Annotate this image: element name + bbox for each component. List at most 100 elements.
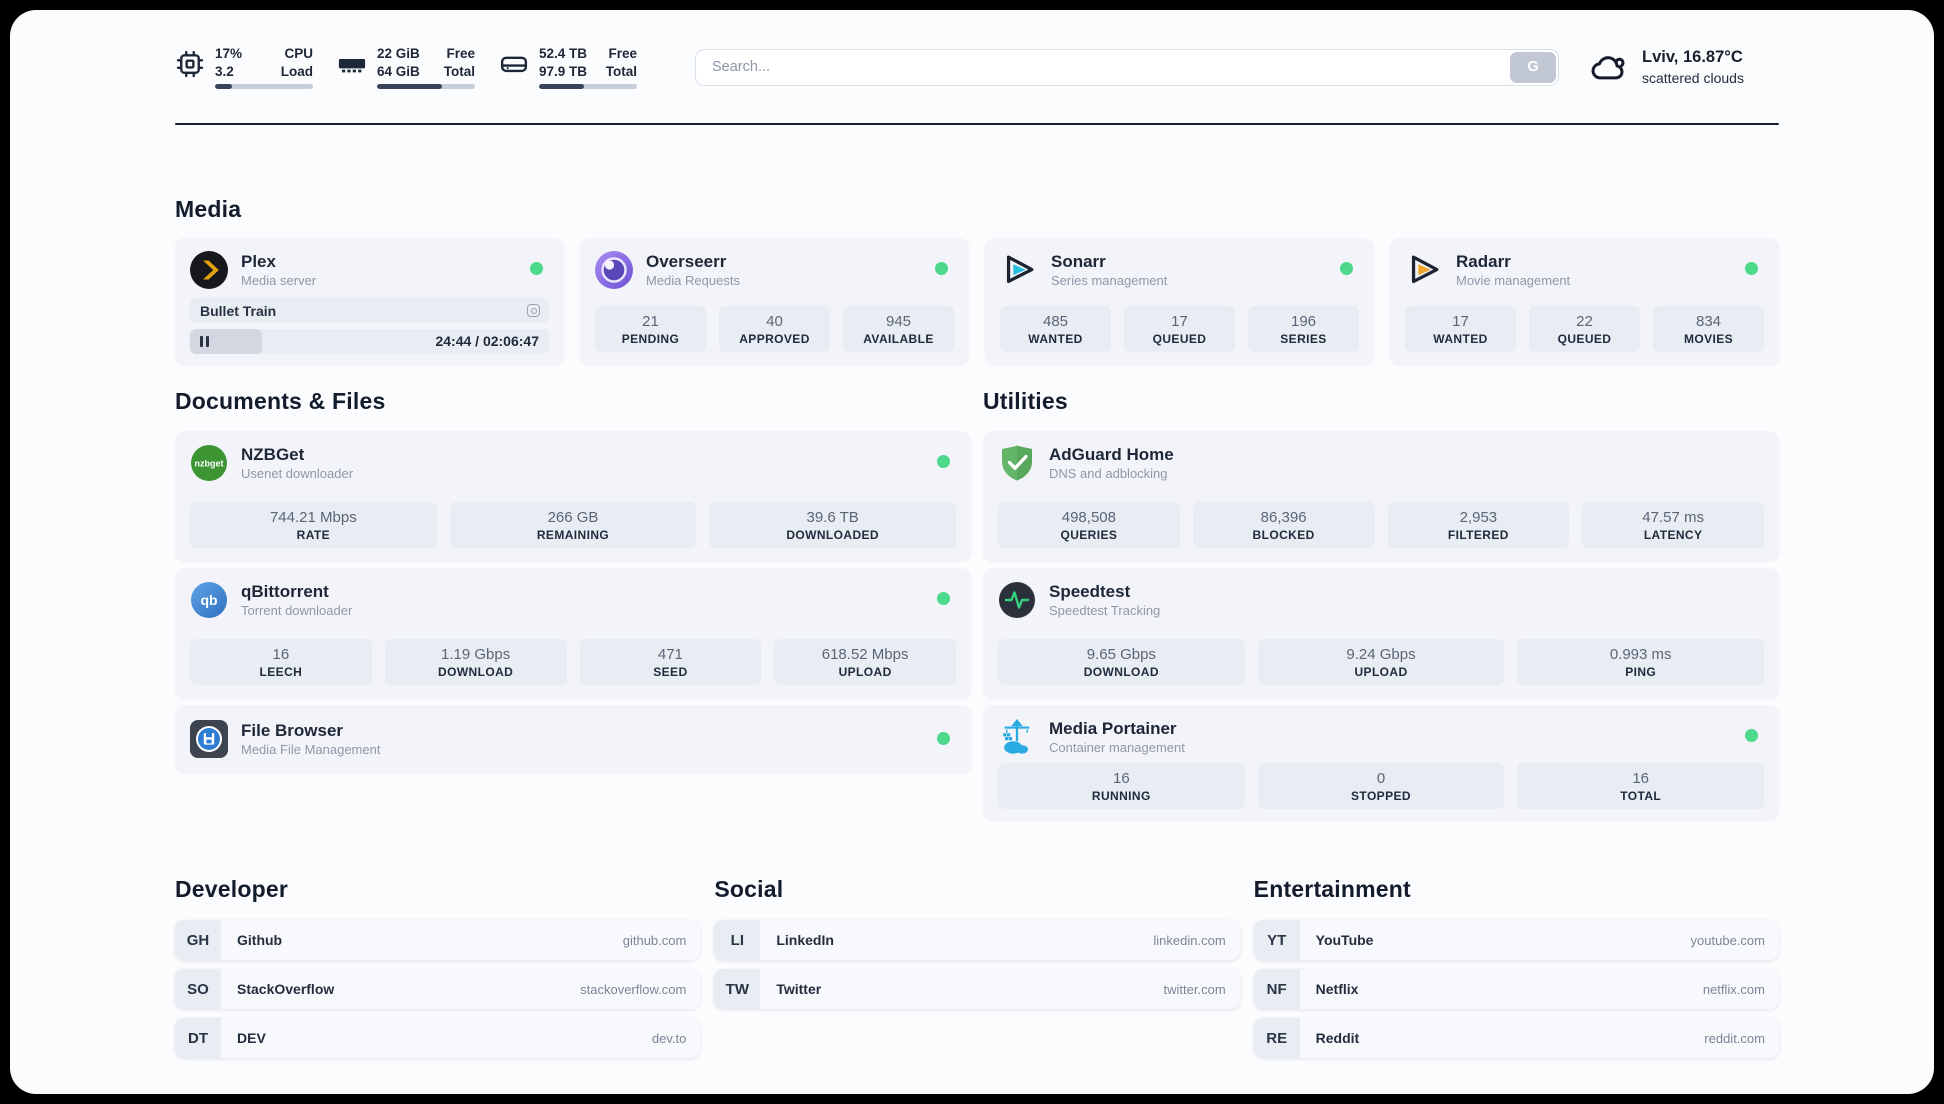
app-title: Overseerr xyxy=(646,252,727,271)
link-reddit[interactable]: RE Reddit reddit.com xyxy=(1253,1018,1779,1058)
playback-time: 24:44 / 02:06:47 xyxy=(435,333,539,349)
link-url: twitter.com xyxy=(1163,981,1226,997)
app-title: Media Portainer xyxy=(1049,719,1177,738)
search-input[interactable] xyxy=(695,48,1559,86)
link-youtube[interactable]: YT YouTube youtube.com xyxy=(1253,920,1779,960)
now-playing-row: Bullet Train xyxy=(190,298,549,323)
link-twitter[interactable]: TW Twitter twitter.com xyxy=(714,969,1240,1009)
nzbget-app-link[interactable]: nzbget NZBGet Usenet downloader xyxy=(190,444,353,483)
stat-latency: 47.57 ms LATENCY xyxy=(1582,502,1764,548)
app-title: Radarr xyxy=(1456,252,1511,271)
link-badge: GH xyxy=(175,920,221,960)
nzbget-icon: nzbget xyxy=(190,444,228,482)
app-subtitle: Media server xyxy=(241,273,317,289)
stat-wanted: 17 WANTED xyxy=(1405,306,1516,352)
link-github[interactable]: GH Github github.com xyxy=(175,920,701,960)
link-url: reddit.com xyxy=(1704,1030,1765,1046)
portainer-icon xyxy=(998,718,1036,756)
link-badge: NF xyxy=(1253,969,1300,1009)
section-title-developer: Developer xyxy=(175,876,289,902)
stat-leech: 16 LEECH xyxy=(190,639,372,685)
section-title-media: Media xyxy=(175,196,242,222)
app-title: File Browser xyxy=(241,721,344,740)
speedtest-app-link[interactable]: Speedtest Speedtest Tracking xyxy=(998,581,1160,620)
stat-remaining: 266 GB REMAINING xyxy=(449,502,697,548)
stat-wanted: 485 WANTED xyxy=(1000,306,1111,352)
qbittorrent-icon: qb xyxy=(190,581,228,619)
header-divider xyxy=(175,123,1779,125)
weather-location-temp: Lviv, 16.87°C xyxy=(1642,48,1743,67)
session-icon[interactable] xyxy=(527,304,540,317)
search-bar: G xyxy=(695,48,1559,86)
disk-total-label: Total xyxy=(605,63,637,79)
speedtest-card: Speedtest Speedtest Tracking 9.65 Gbps DO… xyxy=(983,568,1779,698)
ram-total-label: Total xyxy=(443,63,475,79)
stat-total: 16 TOTAL xyxy=(1517,763,1765,809)
cloud-icon xyxy=(1591,56,1625,80)
disk-total-value: 97.9 TB xyxy=(539,63,588,79)
app-subtitle: Speedtest Tracking xyxy=(1049,603,1161,619)
speedtest-icon xyxy=(998,581,1036,619)
plex-icon xyxy=(190,251,228,290)
stat-blocked: 86,396 BLOCKED xyxy=(1192,502,1375,548)
link-netflix[interactable]: NF Netflix netflix.com xyxy=(1253,969,1779,1009)
adguard-app-link[interactable]: AdGuard Home DNS and adblocking xyxy=(998,444,1174,483)
weather-condition: scattered clouds xyxy=(1642,69,1744,86)
portainer-app-link[interactable]: Media Portainer Container management xyxy=(998,718,1185,757)
app-title: Plex xyxy=(241,252,276,271)
overseerr-app-link[interactable]: Overseerr Media Requests xyxy=(595,251,740,290)
topbar: 17% CPU 3.2 Load 22 GiB Free 64 GiB Total xyxy=(175,38,1779,96)
radarr-card: Radarr Movie management 17 WANTED 22 QUEUE… xyxy=(1390,238,1779,365)
ram-widget: 22 GiB Free 64 GiB Total xyxy=(337,45,475,90)
search-engine-button[interactable]: G xyxy=(1510,51,1556,83)
status-dot xyxy=(937,732,950,745)
stat-series: 196 SERIES xyxy=(1248,306,1359,352)
stat-approved: 40 APPROVED xyxy=(719,306,830,352)
cpu-load-value: 3.2 xyxy=(215,63,234,79)
plex-app-link[interactable]: Plex Media server xyxy=(190,251,316,290)
app-subtitle: DNS and adblocking xyxy=(1049,466,1168,482)
portainer-card: Media Portainer Container management 16 R… xyxy=(983,705,1779,820)
svg-text:qb: qb xyxy=(200,592,217,608)
link-badge: YT xyxy=(1253,920,1300,960)
filebrowser-app-link[interactable]: File Browser Media File Management xyxy=(190,720,380,759)
ram-free-label: Free xyxy=(446,45,475,61)
ram-total-value: 64 GiB xyxy=(377,63,420,79)
link-url: youtube.com xyxy=(1690,932,1765,948)
app-subtitle: Usenet downloader xyxy=(241,466,354,482)
link-linkedin[interactable]: LI LinkedIn linkedin.com xyxy=(714,920,1240,960)
app-subtitle: Container management xyxy=(1049,740,1185,756)
weather-widget: Lviv, 16.87°C scattered clouds xyxy=(1589,46,1779,87)
app-subtitle: Movie management xyxy=(1456,273,1571,289)
cpu-load-label: Load xyxy=(280,63,313,79)
link-dev[interactable]: DT DEV dev.to xyxy=(175,1018,701,1058)
nzbget-card: nzbget NZBGet Usenet downloader 744.21 M… xyxy=(175,431,971,561)
stat-stopped: 0 STOPPED xyxy=(1257,763,1505,809)
link-badge: LI xyxy=(714,920,761,960)
media-section: Media Plex Media server Bullet Train xyxy=(175,196,1779,365)
section-title-entertainment: Entertainment xyxy=(1253,876,1411,902)
cpu-widget: 17% CPU 3.2 Load xyxy=(175,45,313,90)
link-stackoverflow[interactable]: SO StackOverflow stackoverflow.com xyxy=(175,969,701,1009)
link-name: LinkedIn xyxy=(776,932,834,948)
status-dot xyxy=(937,592,950,605)
radarr-app-link[interactable]: Radarr Movie management xyxy=(1405,251,1570,290)
filebrowser-card: File Browser Media File Management xyxy=(175,705,971,773)
cpu-usage-value: 17% xyxy=(215,45,243,61)
qbittorrent-app-link[interactable]: qb qBittorrent Torrent downloader xyxy=(190,581,352,620)
sonarr-card: Sonarr Series management 485 WANTED 17 QUE… xyxy=(985,238,1374,365)
app-title: NZBGet xyxy=(241,445,305,464)
overseerr-card: Overseerr Media Requests 21 PENDING 40 APP… xyxy=(580,238,969,365)
link-url: stackoverflow.com xyxy=(580,981,687,997)
app-subtitle: Torrent downloader xyxy=(241,603,353,619)
stat-movies: 834 MOVIES xyxy=(1653,306,1764,352)
app-title: qBittorrent xyxy=(241,582,329,601)
sonarr-app-link[interactable]: Sonarr Series management xyxy=(1000,251,1167,290)
utilities-column: Utilities AdGuard Home DNS and adblockin… xyxy=(983,388,1779,827)
link-name: Reddit xyxy=(1315,1030,1360,1046)
entertainment-links-section: Entertainment YT YouTube youtube.com NF … xyxy=(1253,876,1779,1067)
stat-filtered: 2,953 FILTERED xyxy=(1387,502,1570,548)
pause-icon[interactable] xyxy=(200,336,209,347)
status-dot xyxy=(530,262,543,275)
link-badge: TW xyxy=(714,969,761,1009)
